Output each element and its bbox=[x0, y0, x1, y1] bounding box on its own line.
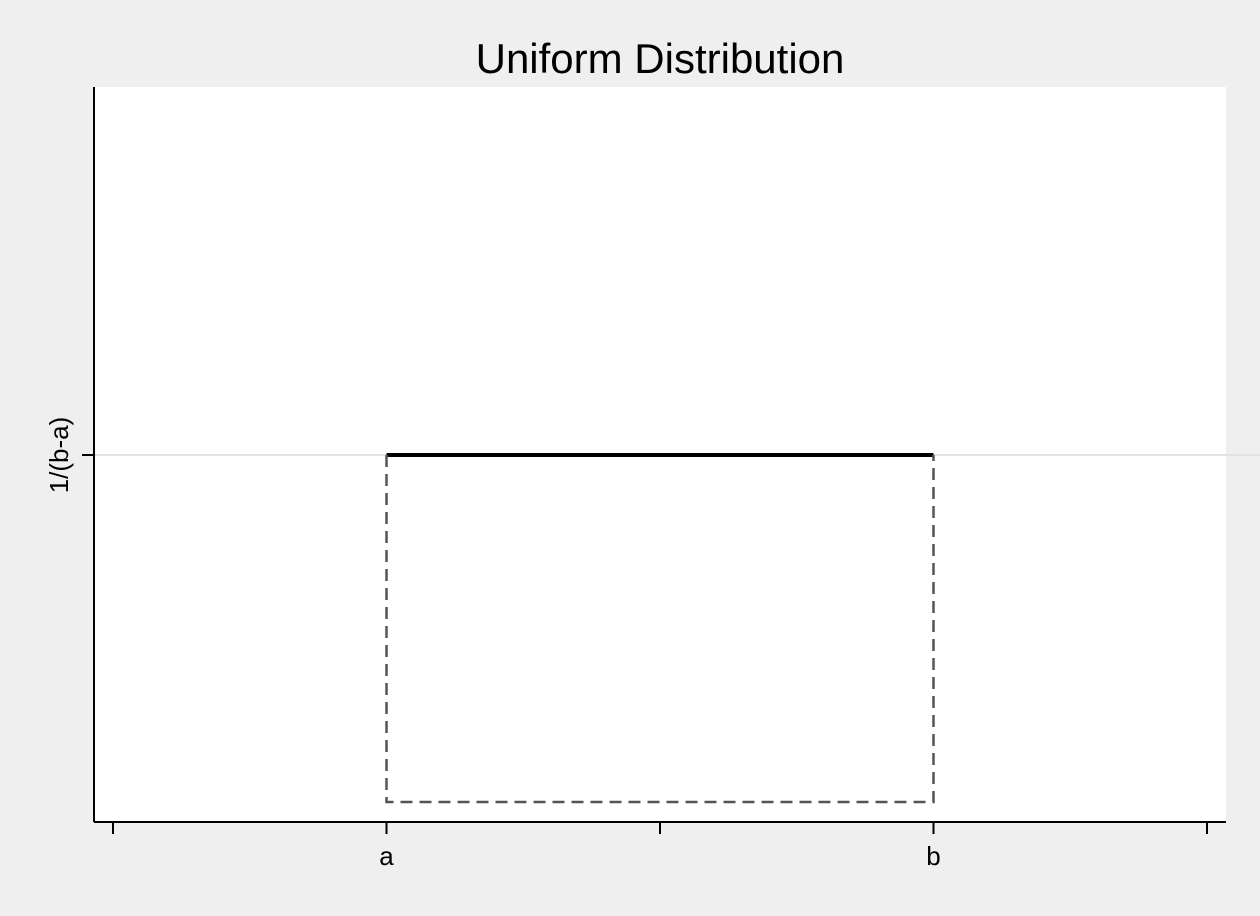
x-tick-label-a: a bbox=[379, 841, 394, 871]
data-series bbox=[385, 453, 935, 804]
y-tick-label-0: 1/(b-a) bbox=[44, 417, 74, 494]
axes bbox=[82, 87, 1226, 834]
support-dashed-outline bbox=[385, 455, 935, 804]
chart-title: Uniform Distribution bbox=[476, 35, 845, 82]
tick-labels: a b 1/(b-a) bbox=[44, 417, 941, 871]
x-tick-label-b: b bbox=[926, 841, 940, 871]
